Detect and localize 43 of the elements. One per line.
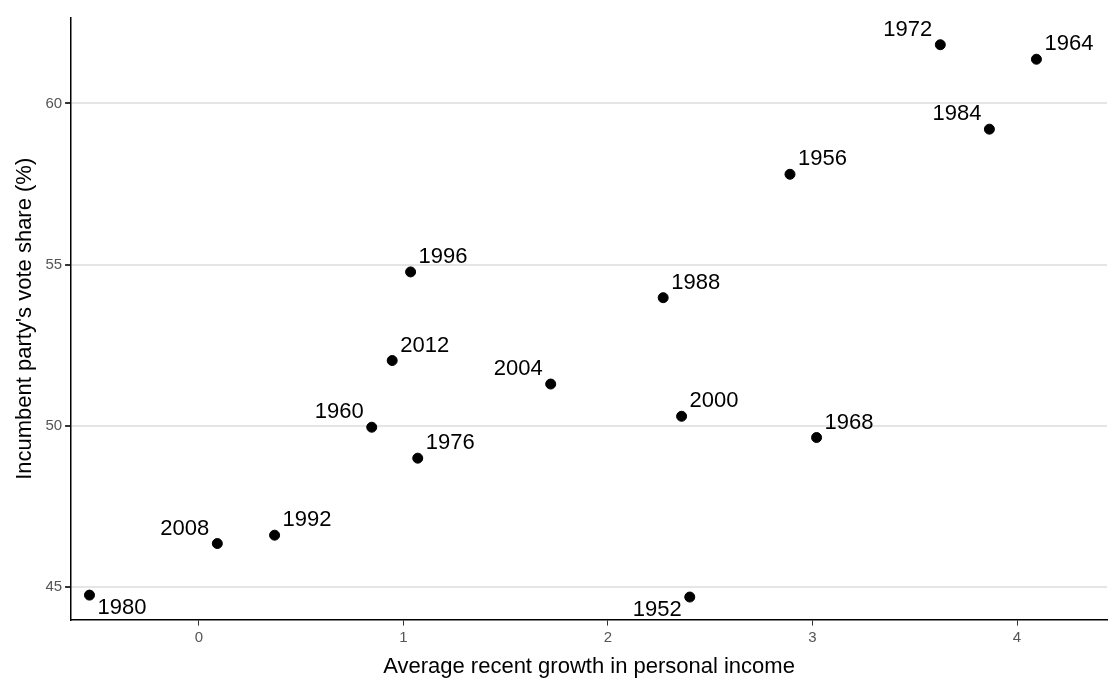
point xyxy=(83,589,95,601)
annotation: 2012 xyxy=(400,331,450,357)
annotation: 1988 xyxy=(671,268,721,294)
annotation: 1968 xyxy=(824,408,874,434)
annotation: 1992 xyxy=(282,506,332,532)
point xyxy=(657,292,669,304)
x-tick-label: 3 xyxy=(808,627,817,645)
y-tick-label: 50 xyxy=(45,415,63,433)
annotation: 1984 xyxy=(932,100,982,126)
point xyxy=(784,168,796,180)
point xyxy=(366,421,378,433)
annotation: 2008 xyxy=(160,514,210,540)
annotation: 1964 xyxy=(1044,30,1094,56)
point xyxy=(934,39,946,51)
annotation: 1980 xyxy=(97,594,147,620)
y-tick-label: 45 xyxy=(45,576,63,594)
y-tick-label: 60 xyxy=(45,93,63,111)
annotation: 1960 xyxy=(314,398,364,424)
annotation: 1972 xyxy=(883,15,933,41)
point xyxy=(811,432,823,444)
x-tick-label: 1 xyxy=(399,627,408,645)
x-tick-label: 4 xyxy=(1012,627,1022,645)
point xyxy=(1030,53,1042,65)
annotation: 1996 xyxy=(418,242,468,268)
point xyxy=(386,355,398,367)
point xyxy=(412,452,424,464)
annotation: 1952 xyxy=(632,596,682,622)
annotation: 2004 xyxy=(493,355,543,381)
point xyxy=(983,123,995,135)
annotation: 2000 xyxy=(689,387,739,413)
point xyxy=(676,410,688,422)
y-tick-label: 55 xyxy=(45,254,63,272)
annotation: 1956 xyxy=(797,145,847,171)
y-axis-title: Incumbent party's vote share (%) xyxy=(11,157,37,480)
x-tick-label: 2 xyxy=(603,627,613,645)
annotation: 1976 xyxy=(425,429,475,455)
x-tick-label: 0 xyxy=(194,627,204,645)
point xyxy=(545,378,557,390)
point xyxy=(405,266,417,278)
point xyxy=(684,591,696,603)
point xyxy=(211,538,223,550)
x-axis-title: Average recent growth in personal income xyxy=(383,652,795,678)
point xyxy=(269,529,281,541)
